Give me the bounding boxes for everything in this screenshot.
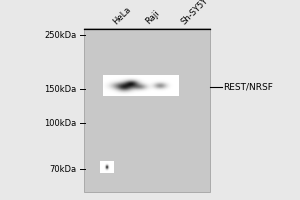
Text: HeLa: HeLa (111, 5, 133, 26)
FancyBboxPatch shape (84, 28, 210, 192)
Text: 150kDa: 150kDa (44, 85, 76, 94)
Text: Sh-SY5Y: Sh-SY5Y (180, 0, 211, 26)
Text: 100kDa: 100kDa (44, 118, 76, 128)
Text: REST/NRSF: REST/NRSF (224, 83, 273, 92)
Text: 250kDa: 250kDa (44, 30, 76, 40)
Text: Raji: Raji (144, 9, 161, 26)
Text: 70kDa: 70kDa (50, 164, 76, 173)
